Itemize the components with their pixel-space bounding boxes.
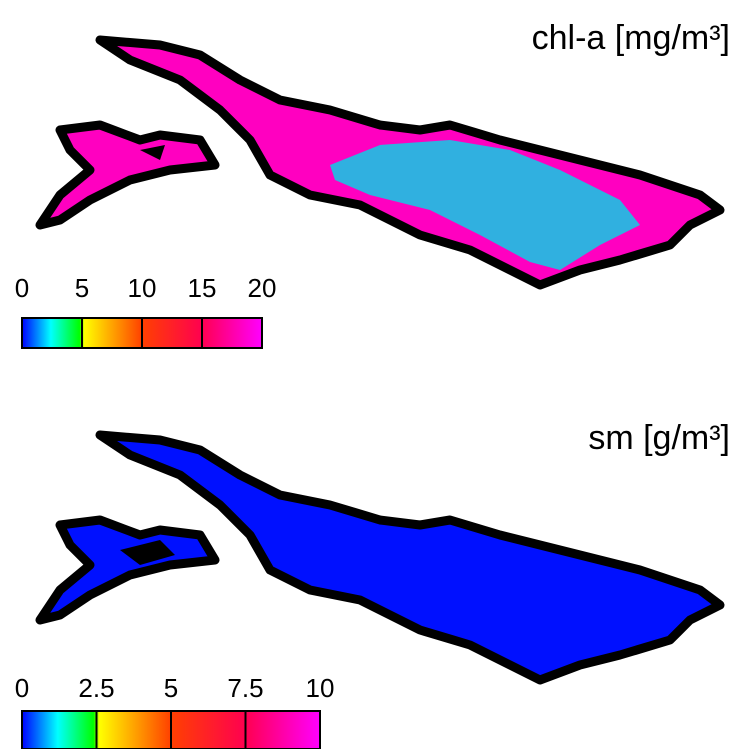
colorbar-tick-label: 0	[15, 673, 29, 703]
colorbar-tick-label: 2.5	[78, 673, 114, 703]
panel-title: chl-a [mg/m³]	[532, 19, 730, 57]
colorbar-tick-label: 15	[188, 273, 217, 303]
colorbar-tick-label: 10	[306, 673, 335, 703]
colorbar-tick-label: 5	[75, 273, 89, 303]
panel-title: sm [g/m³]	[588, 419, 730, 457]
colorbar-tick-label: 0	[15, 273, 29, 303]
chl-a-map	[40, 40, 720, 285]
colorbar-tick-label: 5	[164, 673, 178, 703]
colorbar-tick-label: 7.5	[227, 673, 263, 703]
sm-map	[40, 435, 720, 680]
colorbar-tick-label: 10	[128, 273, 157, 303]
colorbar-tick-label: 20	[248, 273, 277, 303]
